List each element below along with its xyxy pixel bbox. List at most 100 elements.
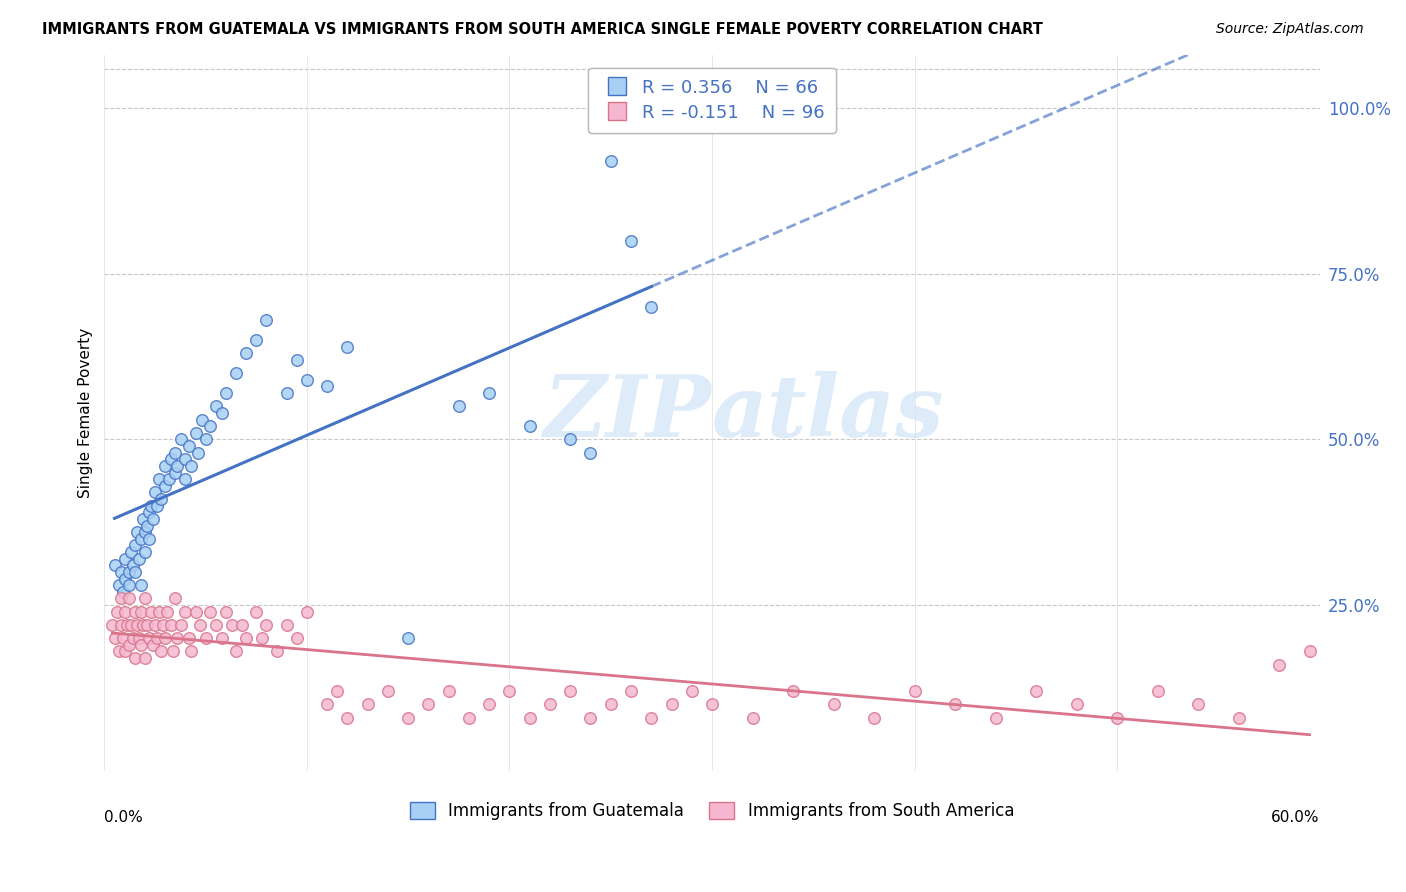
Point [174,472,197,486]
Point [143,485,166,500]
Text: 0.0%: 0.0% [104,810,143,825]
Point [198,605,221,619]
Point [1066,698,1088,712]
Point [336,711,359,725]
Point [640,300,662,314]
Point [198,419,221,434]
Point [110,565,132,579]
Point [160,452,183,467]
Point [285,352,308,367]
Point [336,340,359,354]
Point [129,638,152,652]
Point [943,698,966,712]
Point [139,605,162,619]
Point [114,551,136,566]
Point [124,538,146,552]
Point [1298,644,1320,658]
Point [245,605,267,619]
Text: 60.0%: 60.0% [1271,810,1320,825]
Point [150,491,173,506]
Point [110,618,132,632]
Point [579,711,602,725]
Point [418,698,440,712]
Point [221,618,243,632]
Point [190,412,212,426]
Point [146,631,169,645]
Point [579,445,602,459]
Point [285,631,308,645]
Point [165,591,187,606]
Point [741,711,763,725]
Point [134,525,156,540]
Point [519,711,541,725]
Point [235,631,257,645]
Point [295,373,318,387]
Point [681,684,703,698]
Point [107,644,129,658]
Point [661,698,683,712]
Point [194,433,217,447]
Point [560,433,582,447]
Point [170,618,193,632]
Point [146,499,169,513]
Point [111,631,134,645]
Point [128,551,150,566]
Point [231,618,253,632]
Point [139,499,162,513]
Point [211,631,233,645]
Point [326,684,349,698]
Point [129,605,152,619]
Point [107,578,129,592]
Point [266,644,288,658]
Point [142,638,165,652]
Point [111,584,134,599]
Point [120,545,142,559]
Point [620,234,643,248]
Point [150,644,173,658]
Point [276,618,298,632]
Point [103,558,125,573]
Point [118,578,141,592]
Point [134,545,156,559]
Point [157,472,180,486]
Point [114,605,136,619]
Point [276,386,298,401]
Point [115,618,138,632]
Point [560,684,582,698]
Point [170,433,193,447]
Point [165,466,187,480]
Point [863,711,886,725]
Point [245,333,267,347]
Point [235,346,257,360]
Point [120,618,142,632]
Point [188,618,211,632]
Point [1268,657,1291,672]
Point [179,631,201,645]
Point [640,711,662,725]
Point [138,505,160,519]
Point [114,644,136,658]
Point [180,458,202,473]
Text: IMMIGRANTS FROM GUATEMALA VS IMMIGRANTS FROM SOUTH AMERICA SINGLE FEMALE POVERTY: IMMIGRANTS FROM GUATEMALA VS IMMIGRANTS … [42,22,1043,37]
Point [153,631,176,645]
Point [105,605,128,619]
Point [114,572,136,586]
Point [254,313,277,327]
Point [1025,684,1047,698]
Point [620,684,643,698]
Point [316,698,339,712]
Point [124,605,146,619]
Point [153,479,176,493]
Point [1187,698,1209,712]
Point [215,386,238,401]
Point [125,525,148,540]
Point [225,366,247,380]
Point [252,631,274,645]
Point [538,698,561,712]
Point [129,532,152,546]
Point [437,684,460,698]
Point [187,445,209,459]
Point [225,644,247,658]
Point [599,698,621,712]
Point [129,578,152,592]
